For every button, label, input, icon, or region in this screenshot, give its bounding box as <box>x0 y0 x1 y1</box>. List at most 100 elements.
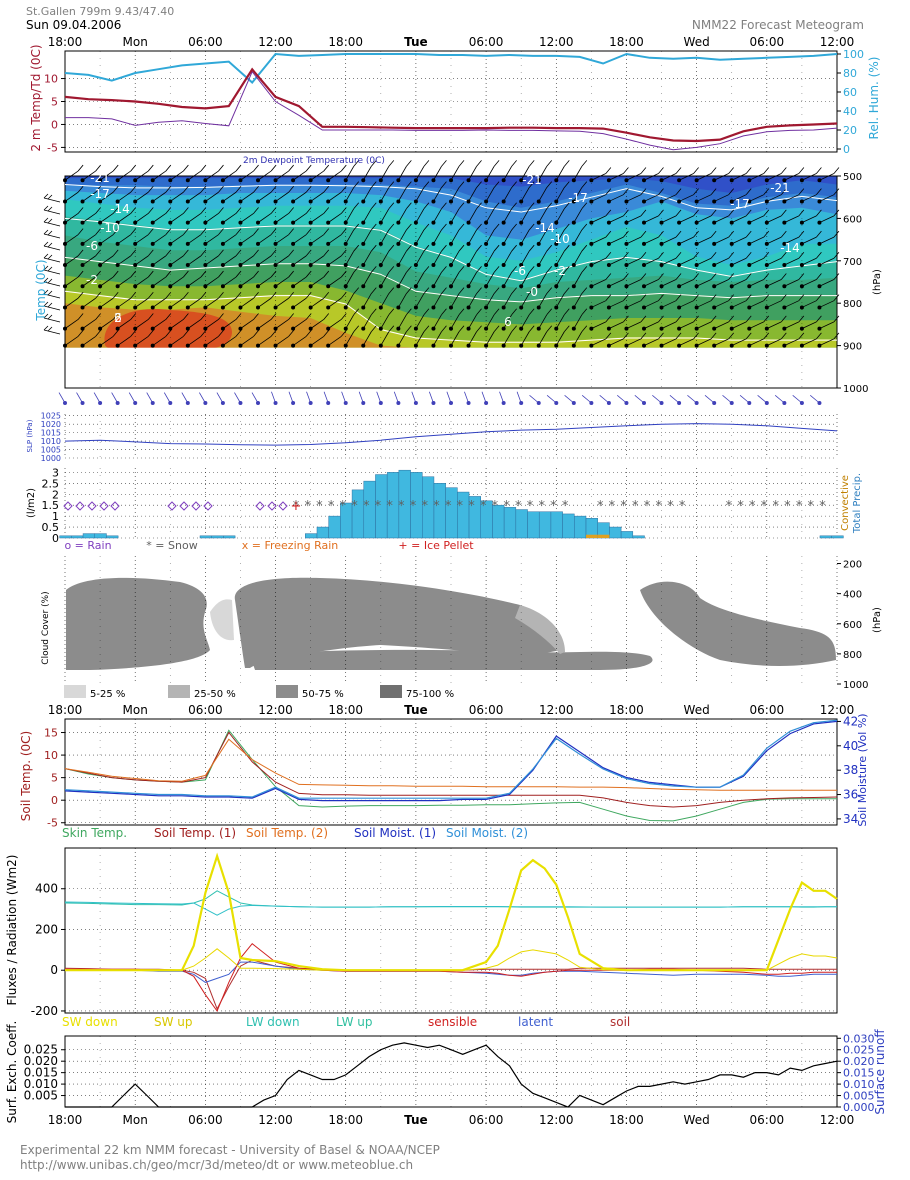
wind-barb-shaft <box>643 321 659 330</box>
soil-temp-1-line <box>64 731 838 808</box>
wind-barb-flag <box>77 292 84 299</box>
wind-barb-shaft <box>450 331 460 346</box>
wind-barb-flag <box>511 325 517 332</box>
wind-barb-flag <box>183 313 189 320</box>
wind-barb-flag <box>95 292 101 299</box>
wind-barb-flag <box>441 160 447 167</box>
wind-barb-shaft <box>205 234 219 245</box>
snow-symbol: * <box>445 499 452 514</box>
wind-barb-shaft <box>415 229 425 245</box>
wind-barb-flag <box>112 292 119 299</box>
wind-barb-flag <box>763 273 770 280</box>
time-axis-label-top: Wed <box>684 35 710 49</box>
wind-barb-shaft <box>520 272 530 287</box>
wind-barb-shaft <box>591 194 607 202</box>
wind-barb-flag <box>710 230 717 238</box>
tick-label: 5 <box>51 96 58 109</box>
wind-barb-flag <box>658 167 664 174</box>
snow-symbol: * <box>562 499 569 514</box>
time-axis-label-top: 18:00 <box>609 35 644 49</box>
wind-barb-flag <box>147 186 154 193</box>
wind-barb-shaft <box>240 319 254 329</box>
pressure-tick-label: 900 <box>843 342 862 353</box>
wind-barb-shaft <box>170 276 184 287</box>
wind-barb-flag <box>218 249 224 257</box>
wind-barb-shaft <box>310 336 324 346</box>
wind-barb-shaft <box>433 250 442 266</box>
wind-barb-shaft <box>205 276 219 287</box>
wind-barb-flag <box>288 186 294 193</box>
tick-label: 0.000 <box>843 1101 875 1114</box>
wind-barb-shaft <box>310 255 324 266</box>
precip-bar <box>71 535 84 539</box>
slp-tick-label: 1020 <box>41 420 61 429</box>
wind-barb-shaft <box>240 255 254 266</box>
wind-barb-flag <box>640 273 647 280</box>
surface-wind-shaft <box>687 394 697 404</box>
snow-symbol: * <box>398 499 405 514</box>
wind-barb-flag <box>458 160 465 167</box>
surface-wind-shaft <box>810 394 820 404</box>
field-ground-mask <box>65 347 837 388</box>
snow-symbol: * <box>644 499 651 514</box>
wind-barb-flag <box>605 273 612 280</box>
rain-symbol <box>255 501 265 511</box>
cloud-pressure-label: 800 <box>843 650 862 661</box>
wind-barb-flag <box>833 332 840 340</box>
tick-label: 0 <box>50 963 58 977</box>
wind-barb-shaft <box>257 319 272 329</box>
wind-barb-flag <box>406 181 412 188</box>
wind-barb-shaft <box>345 293 355 308</box>
surface-wind-shaft <box>774 394 785 404</box>
wind-barb-shaft <box>749 194 764 202</box>
wind-barb-flag <box>323 164 330 172</box>
surface-wind-shaft <box>411 391 417 404</box>
wind-barb-shaft <box>310 276 324 287</box>
wind-barb-flag <box>77 207 84 214</box>
snow-symbol: * <box>667 499 674 514</box>
wind-barb-shaft <box>468 272 477 287</box>
wind-barb-shaft <box>82 234 96 245</box>
wind-barb-shaft <box>327 255 342 266</box>
wind-barb-flag <box>798 332 805 340</box>
wind-barb-flag <box>95 270 101 278</box>
snow-symbol: * <box>363 499 370 514</box>
time-axis-label-top: 12:00 <box>539 35 574 49</box>
wind-barb-shaft <box>714 338 729 346</box>
cloud-legend-swatch <box>380 685 402 698</box>
wind-barb-shaft <box>257 170 272 181</box>
wind-barb-shaft <box>117 191 131 202</box>
time-axis-label-mid: 12:00 <box>258 703 293 717</box>
wind-barb-flag <box>511 308 517 316</box>
wind-barb-shaft <box>433 293 442 308</box>
wind-barb-flag <box>95 249 101 257</box>
soil-legend-item: Soil Moist. (1) <box>354 826 436 840</box>
slp-tick-label: 1000 <box>41 454 61 463</box>
rain-symbol <box>99 501 109 511</box>
wind-barb-shaft <box>310 234 324 245</box>
wind-barb-shaft <box>82 297 96 308</box>
pressure-axis-label: (hPa) <box>872 269 883 295</box>
wind-barb-shaft <box>327 191 342 202</box>
snow-symbol: * <box>609 499 616 514</box>
wind-barb-shaft <box>538 166 548 181</box>
surface-wind-shaft <box>199 392 206 404</box>
tick-label: 400 <box>35 882 58 896</box>
wind-barb-shaft <box>485 229 495 245</box>
field-contour-line <box>64 217 838 282</box>
wind-barb-flag <box>546 308 553 316</box>
wind-barb-shaft <box>134 276 149 287</box>
wind-barb-shaft <box>152 319 167 329</box>
wind-barb-flag <box>728 230 734 238</box>
wind-barb-flag <box>200 164 207 172</box>
wind-barb-shaft <box>292 319 307 329</box>
wind-barb-flag <box>623 332 629 340</box>
wind-barb-flag <box>200 270 207 278</box>
wind-barb-flag <box>528 181 535 188</box>
wind-barb-shaft <box>433 229 442 245</box>
wind-barb-flag <box>640 188 647 195</box>
surface-wind-shaft <box>546 394 557 404</box>
wind-barb-shaft <box>433 208 442 223</box>
wind-barb-flag <box>340 186 347 193</box>
